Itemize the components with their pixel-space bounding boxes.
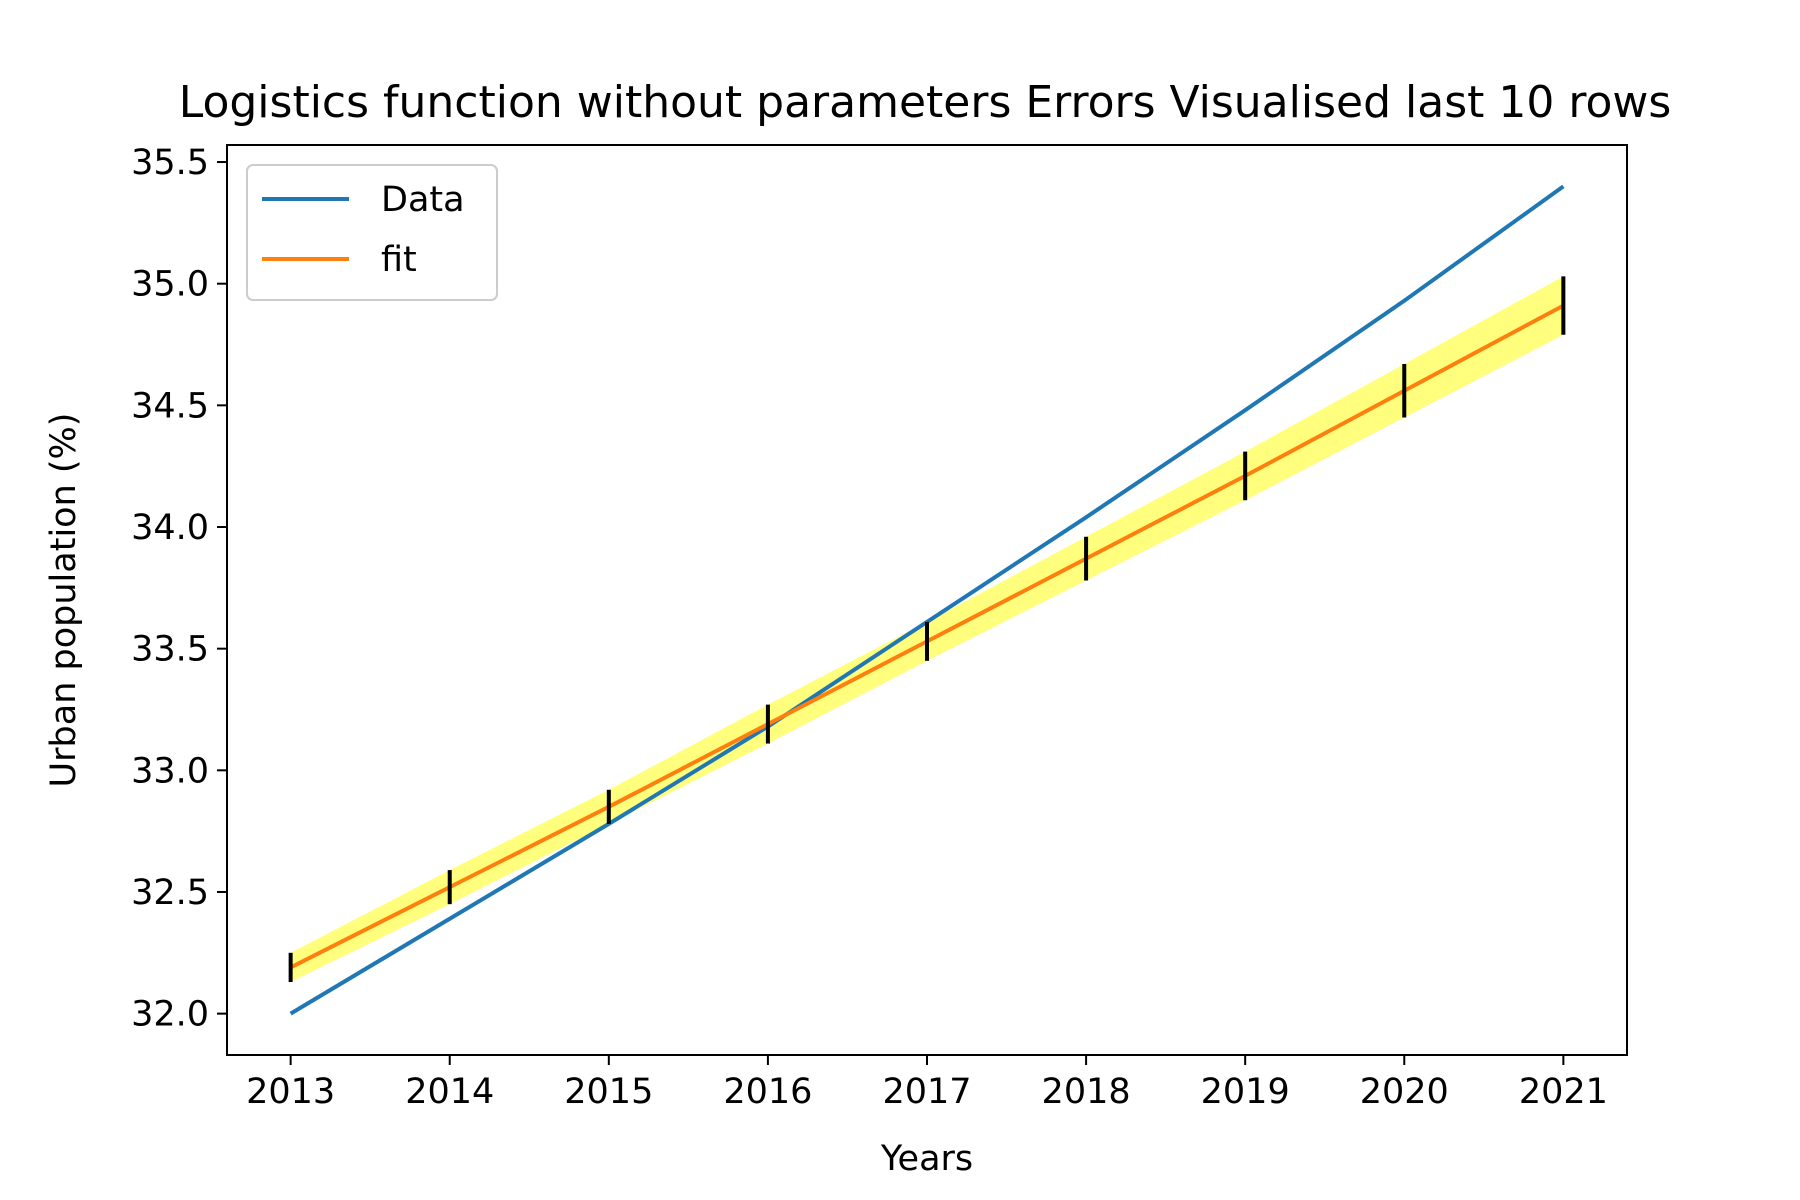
x-axis: 2013 2014 2015 2016 2017 2018 2019 2020 2021 <box>246 1055 1608 1112</box>
y-tick-label: 32.5 <box>131 873 209 913</box>
y-tick-label: 35.5 <box>131 143 209 183</box>
y-axis-label: Urban population (%) <box>44 413 84 788</box>
x-tick-label: 2021 <box>1519 1072 1608 1112</box>
x-tick-label: 2015 <box>564 1072 653 1112</box>
x-tick-label: 2018 <box>1042 1072 1131 1112</box>
y-tick-label: 33.5 <box>131 630 209 670</box>
y-tick-label: 34.0 <box>131 508 209 548</box>
legend-label-fit: fit <box>381 240 417 280</box>
y-axis: 32.0 32.5 33.0 33.5 34.0 34.5 35.0 35.5 <box>131 143 227 1035</box>
y-tick-label: 33.0 <box>131 751 209 791</box>
legend-label-data: Data <box>381 180 465 220</box>
x-axis-label: Years <box>880 1139 973 1179</box>
chart-title: Logistics function without parameters Er… <box>179 77 1672 128</box>
x-tick-label: 2014 <box>405 1072 494 1112</box>
x-tick-label: 2016 <box>723 1072 812 1112</box>
y-tick-label: 35.0 <box>131 265 209 305</box>
y-tick-label: 32.0 <box>131 995 209 1035</box>
y-tick-label: 34.5 <box>131 386 209 426</box>
x-tick-label: 2020 <box>1360 1072 1449 1112</box>
x-tick-label: 2013 <box>246 1072 335 1112</box>
x-tick-label: 2017 <box>882 1072 971 1112</box>
errorbar-layer <box>288 276 1566 983</box>
legend: Data fit <box>246 164 498 301</box>
x-tick-label: 2019 <box>1201 1072 1290 1112</box>
